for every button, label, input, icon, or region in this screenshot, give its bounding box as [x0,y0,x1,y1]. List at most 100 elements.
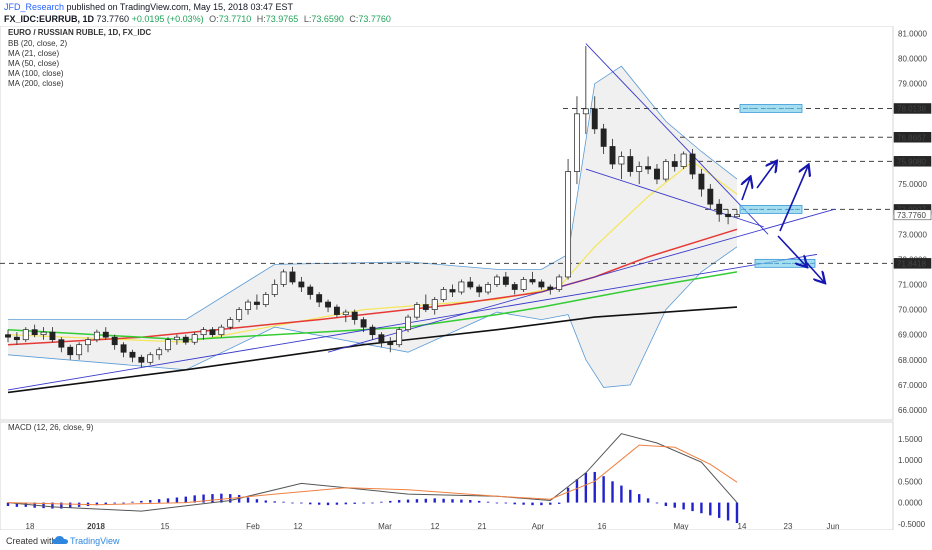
candle [165,337,171,353]
price-tag-bg-5 [893,258,932,269]
price-chart[interactable]: 81.000080.000079.000076.000075.000073.00… [0,26,932,530]
macd-histogram-bar [460,499,463,503]
candle [547,284,554,295]
macd-histogram-bar [584,472,588,503]
legend-ma100[interactable]: MA (100, close) [8,69,64,78]
candle-body [5,334,11,338]
x-tick-label: Jun [827,522,840,530]
macd-histogram-bar [264,500,268,503]
candle-body [485,284,492,293]
bollinger-bands [7,65,738,388]
macd-histogram-bar [326,502,330,506]
legend-ma50[interactable]: MA (50, close) [8,59,59,68]
candle-body [85,339,91,346]
candle [689,148,696,180]
macd-histogram-bar [344,502,348,505]
candle-body [422,304,429,310]
macd-histogram-bar [637,494,641,503]
candle-body [574,113,580,172]
macd-histogram-bar [166,498,170,503]
candle-body [387,341,394,346]
candle [156,347,163,360]
candle-body [333,306,340,315]
macd-histogram-bar [202,494,205,503]
macd-histogram-bar [709,502,712,516]
legend-ma200[interactable]: MA (200, close) [8,79,64,88]
candle-body [191,334,198,343]
macd-histogram-bar [362,502,365,504]
macd-histogram-bar [477,500,481,503]
trend-line-3 [585,168,764,228]
tradingview-brand[interactable]: TradingView [70,536,120,546]
candle-body [111,336,118,346]
candle-body [618,156,625,165]
macd-histogram-bar [575,479,579,503]
candle-body [538,281,545,288]
macd-panel [6,433,739,524]
candle-body [476,286,483,293]
x-tick-label: 23 [784,522,793,530]
candle [396,327,403,348]
candle [698,169,705,197]
macd-histogram-bar [104,502,107,505]
publish-line: JFD_Research published on TradingView.co… [4,2,932,12]
candle-body [49,331,56,341]
open-key: O: [209,14,219,24]
candle [654,164,660,185]
price-tag: 78.0138 [897,104,926,113]
candle-body [671,161,678,167]
macd-histogram-bar [15,502,19,507]
candle [218,324,225,338]
price-panel-frame [0,26,894,421]
candle [565,159,572,280]
candle [582,46,589,134]
candle [440,286,447,303]
candle [351,309,358,325]
candle [191,332,198,345]
candle [538,279,545,290]
trend-line-0 [7,253,818,391]
macd-histogram-bar [602,476,605,503]
candle-body [520,279,527,290]
macd-histogram-bar [122,502,125,504]
candle-body [93,331,100,341]
macd-histogram-bar [300,502,303,504]
x-tick-label: 16 [598,522,607,530]
bollinger-fill [8,66,737,388]
candle [245,299,251,315]
candle [556,274,563,293]
legend-ma21[interactable]: MA (21, close) [8,49,59,58]
trend-lines [7,43,835,391]
candle-body [716,203,723,215]
macd-histogram-bar [175,497,179,503]
candle [129,349,136,363]
candle-body [627,156,634,172]
series-ma100 [7,271,738,341]
projection-arrow-2 [779,166,808,232]
candle-body [707,188,714,205]
macd-legend[interactable]: MACD (12, 26, close, 9) [8,423,94,432]
price-axis: 81.000080.000079.000076.000075.000073.00… [893,30,932,529]
candle [49,327,56,343]
y-tick-label: 71.0000 [898,280,927,289]
x-tick-label: 15 [161,522,170,530]
candle [93,329,100,343]
macd-histogram-bar [442,498,445,503]
macd-line [7,433,738,512]
macd-histogram-bar [157,499,161,503]
macd-histogram-bar [42,502,45,509]
trend-line-2 [585,43,769,235]
candle-body [182,336,189,343]
author-link[interactable]: JFD_Research [4,2,65,12]
legend-bb[interactable]: BB (20, close, 2) [8,39,67,48]
macd-histogram-bar [522,502,525,505]
candle [67,344,74,360]
candle [209,327,216,338]
candle-body [449,289,456,293]
candle-body [698,173,705,190]
candle-body [22,329,29,341]
candle [298,276,305,293]
macd-histogram-bar [397,500,401,503]
macd-histogram-bar [593,471,596,503]
price-change: +0.0195 (+0.03%) [131,14,204,24]
